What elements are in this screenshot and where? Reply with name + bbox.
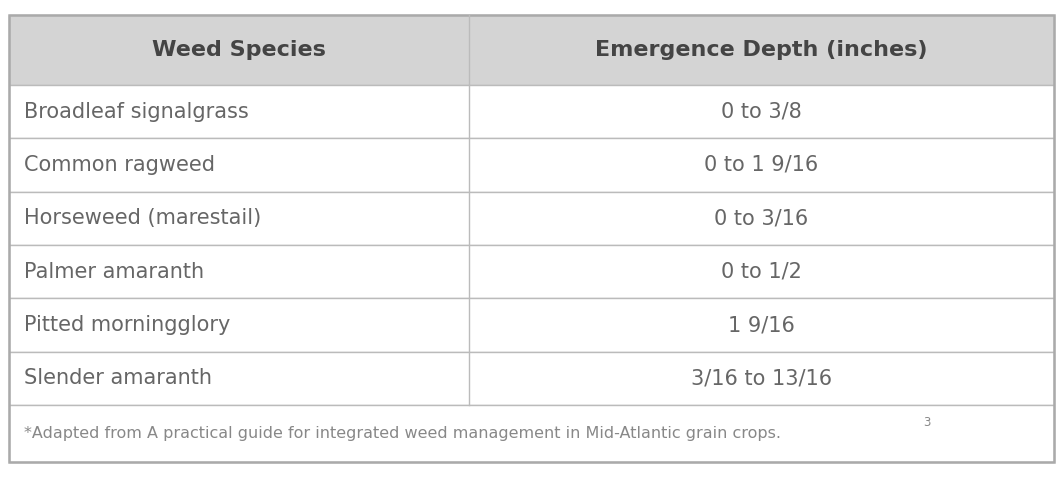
Text: 3/16 to 13/16: 3/16 to 13/16 [691,369,832,388]
Bar [9,15,1054,85]
Text: Pitted morningglory: Pitted morningglory [24,315,231,335]
Text: Slender amaranth: Slender amaranth [24,369,213,388]
Bar [9,192,1054,245]
Bar [9,352,1054,405]
Bar [9,138,1054,192]
Text: 0 to 3/16: 0 to 3/16 [714,208,809,228]
Bar [9,298,1054,352]
Text: 0 to 1 9/16: 0 to 1 9/16 [705,155,819,175]
Bar [9,245,1054,298]
Text: 0 to 3/8: 0 to 3/8 [721,102,802,122]
Text: 1 9/16: 1 9/16 [728,315,795,335]
Text: 3: 3 [923,416,930,429]
Text: Weed Species: Weed Species [152,40,325,60]
Text: Broadleaf signalgrass: Broadleaf signalgrass [24,102,249,122]
Text: 0 to 1/2: 0 to 1/2 [721,262,803,282]
Text: Horseweed (marestail): Horseweed (marestail) [24,208,261,228]
Bar [9,405,1054,462]
Text: Emergence Depth (inches): Emergence Depth (inches) [595,40,928,60]
Text: Common ragweed: Common ragweed [24,155,216,175]
Text: Palmer amaranth: Palmer amaranth [24,262,204,282]
Bar [9,85,1054,138]
Text: *Adapted from A practical guide for integrated weed management in Mid-Atlantic g: *Adapted from A practical guide for inte… [24,426,781,441]
